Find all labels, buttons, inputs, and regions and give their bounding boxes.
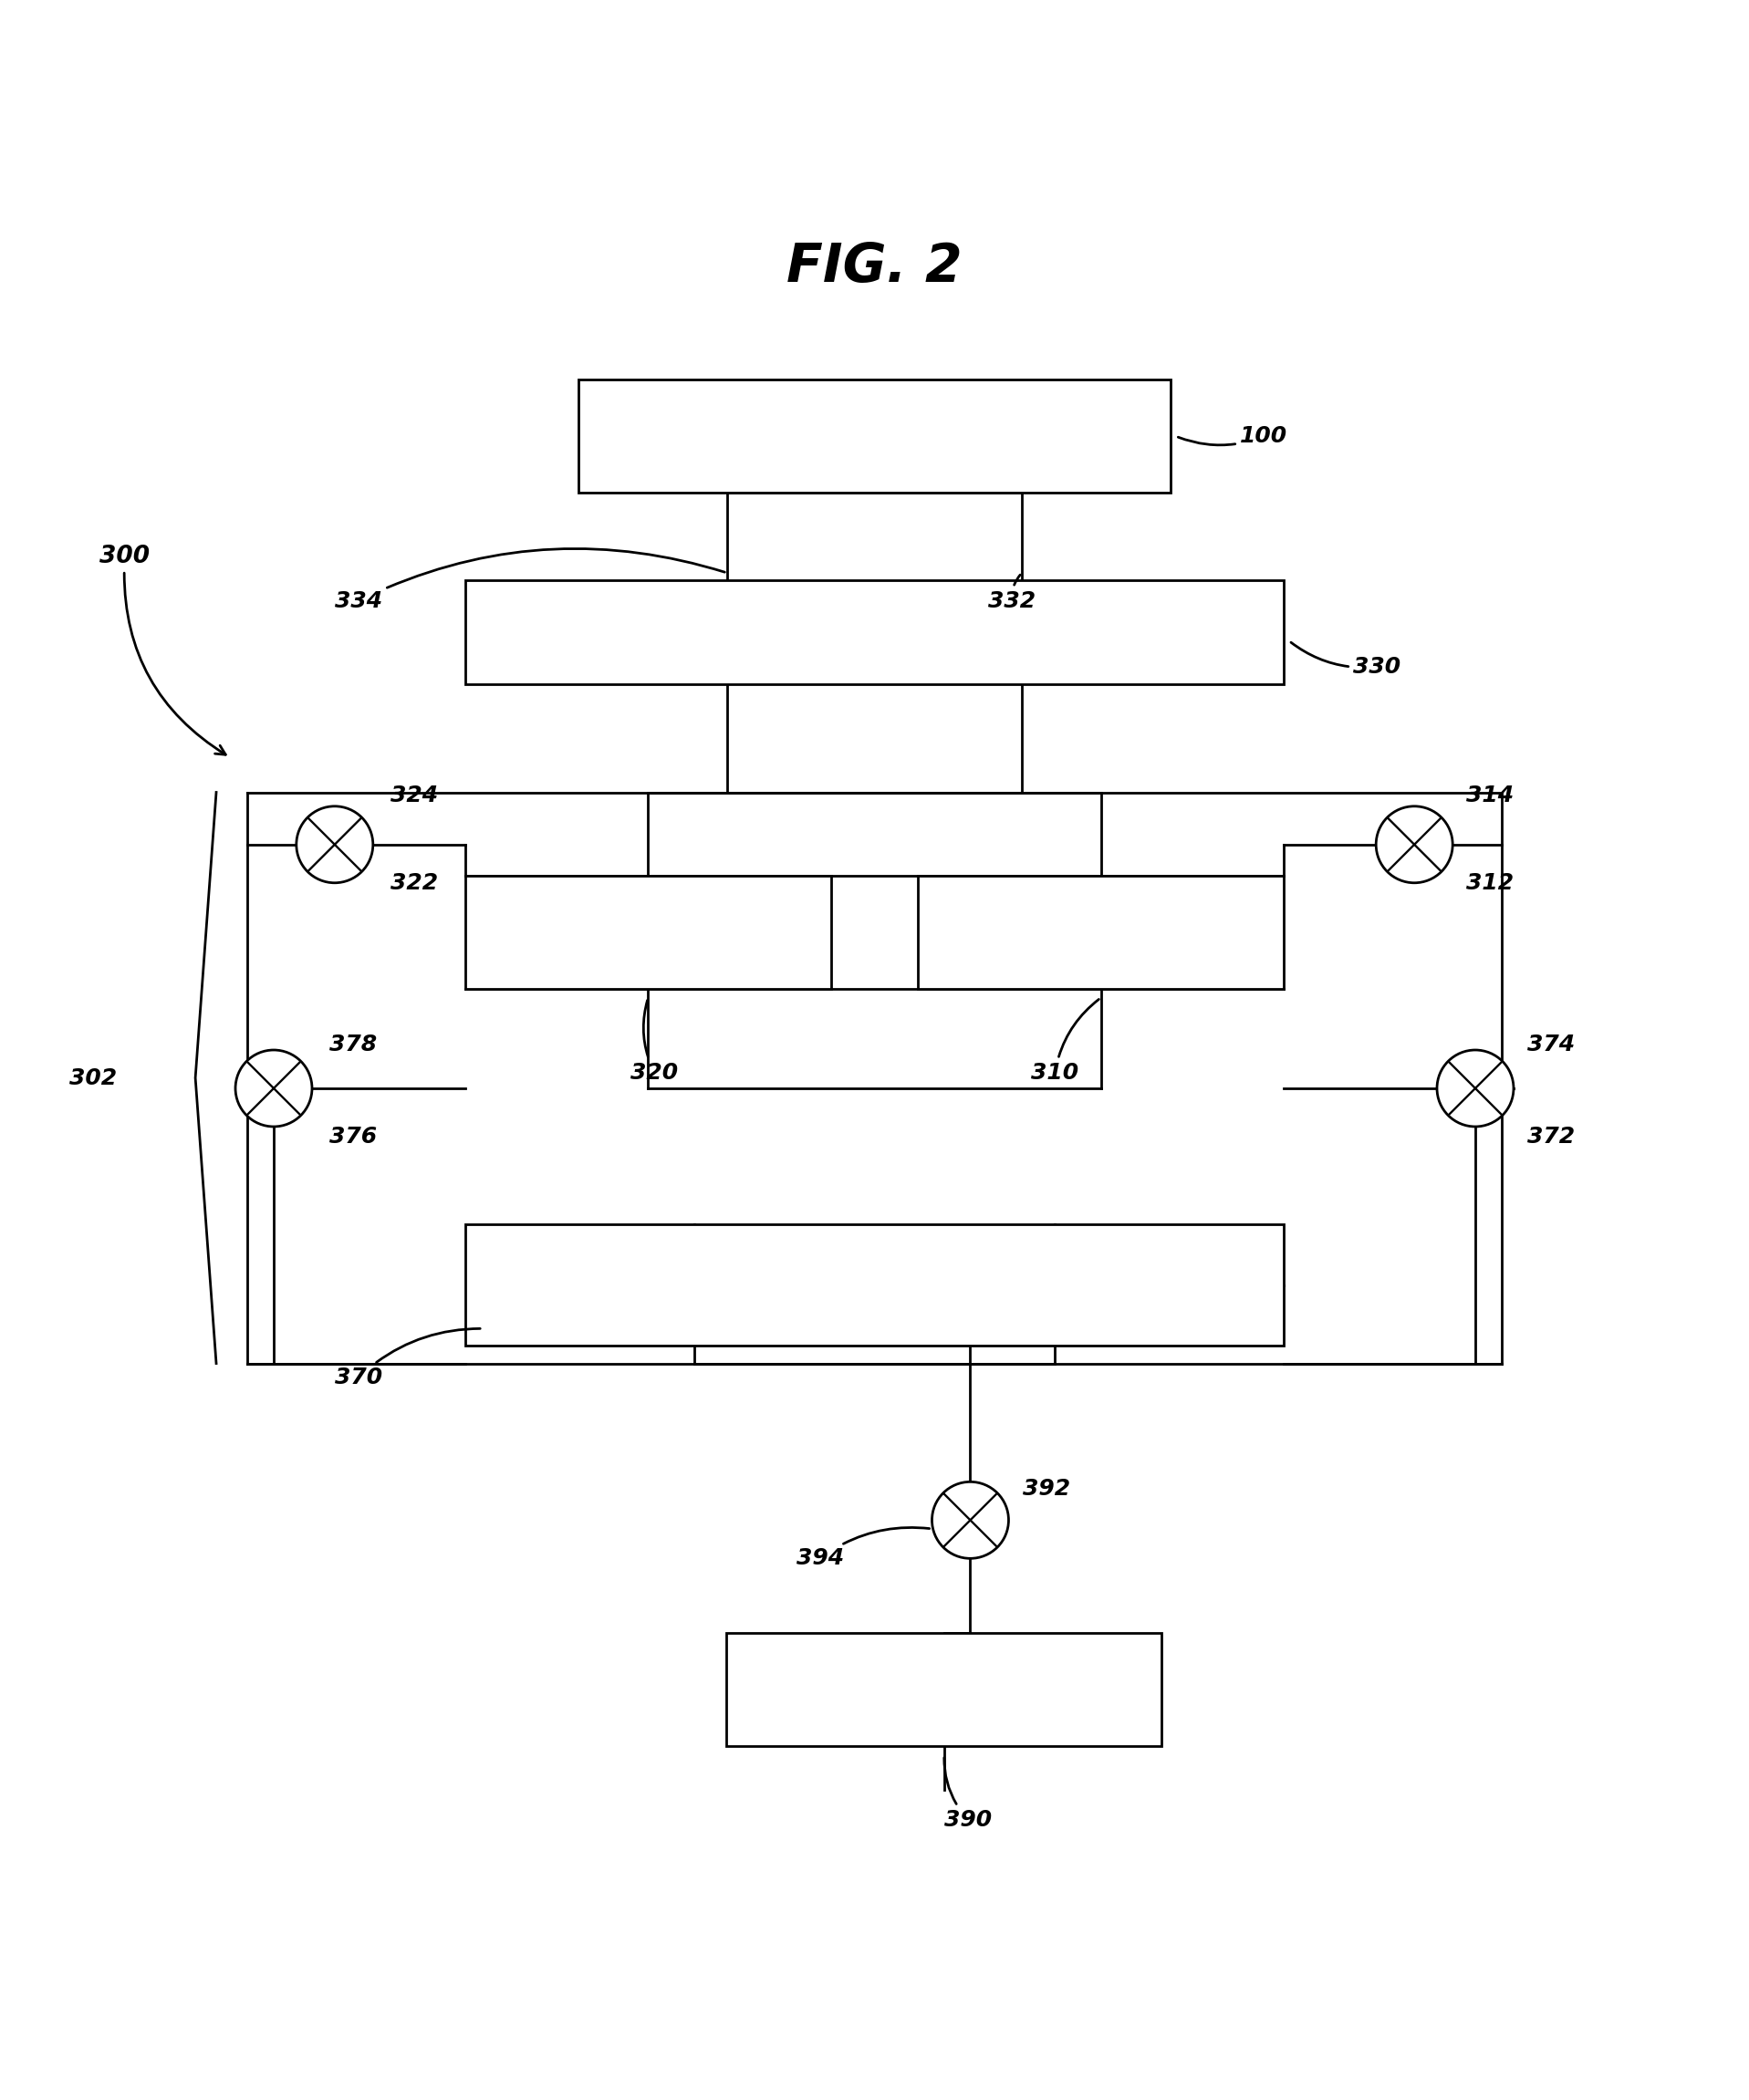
Bar (579, 380, 1170, 493)
Circle shape (932, 1483, 1009, 1558)
Text: 374: 374 (1527, 1033, 1576, 1056)
Text: 322: 322 (390, 872, 437, 895)
Text: 392: 392 (1023, 1478, 1070, 1499)
Text: 334: 334 (334, 548, 724, 611)
Text: 314: 314 (1467, 785, 1515, 806)
Text: 300: 300 (100, 544, 226, 754)
Circle shape (236, 1050, 311, 1126)
Text: 100: 100 (1179, 426, 1287, 447)
Text: 324: 324 (390, 785, 437, 806)
Text: 370: 370 (334, 1329, 481, 1388)
Circle shape (296, 806, 373, 882)
Text: 376: 376 (329, 1126, 378, 1149)
Bar (465, 580, 1284, 685)
Text: 312: 312 (1467, 872, 1515, 895)
Text: FIG. 2: FIG. 2 (787, 242, 962, 292)
Bar (726, 1634, 1161, 1747)
Text: 302: 302 (70, 1067, 117, 1088)
Text: 310: 310 (1032, 1000, 1098, 1084)
Text: 332: 332 (988, 575, 1035, 611)
Text: 372: 372 (1527, 1126, 1576, 1149)
Text: 390: 390 (944, 1758, 992, 1831)
Text: 330: 330 (1291, 643, 1401, 678)
Bar (918, 876, 1284, 989)
Circle shape (1438, 1050, 1513, 1126)
Bar (465, 876, 831, 989)
Text: 378: 378 (329, 1033, 378, 1056)
Circle shape (1376, 806, 1453, 882)
Text: 394: 394 (796, 1527, 929, 1569)
Text: 320: 320 (631, 1000, 679, 1084)
Bar (465, 1224, 1284, 1346)
